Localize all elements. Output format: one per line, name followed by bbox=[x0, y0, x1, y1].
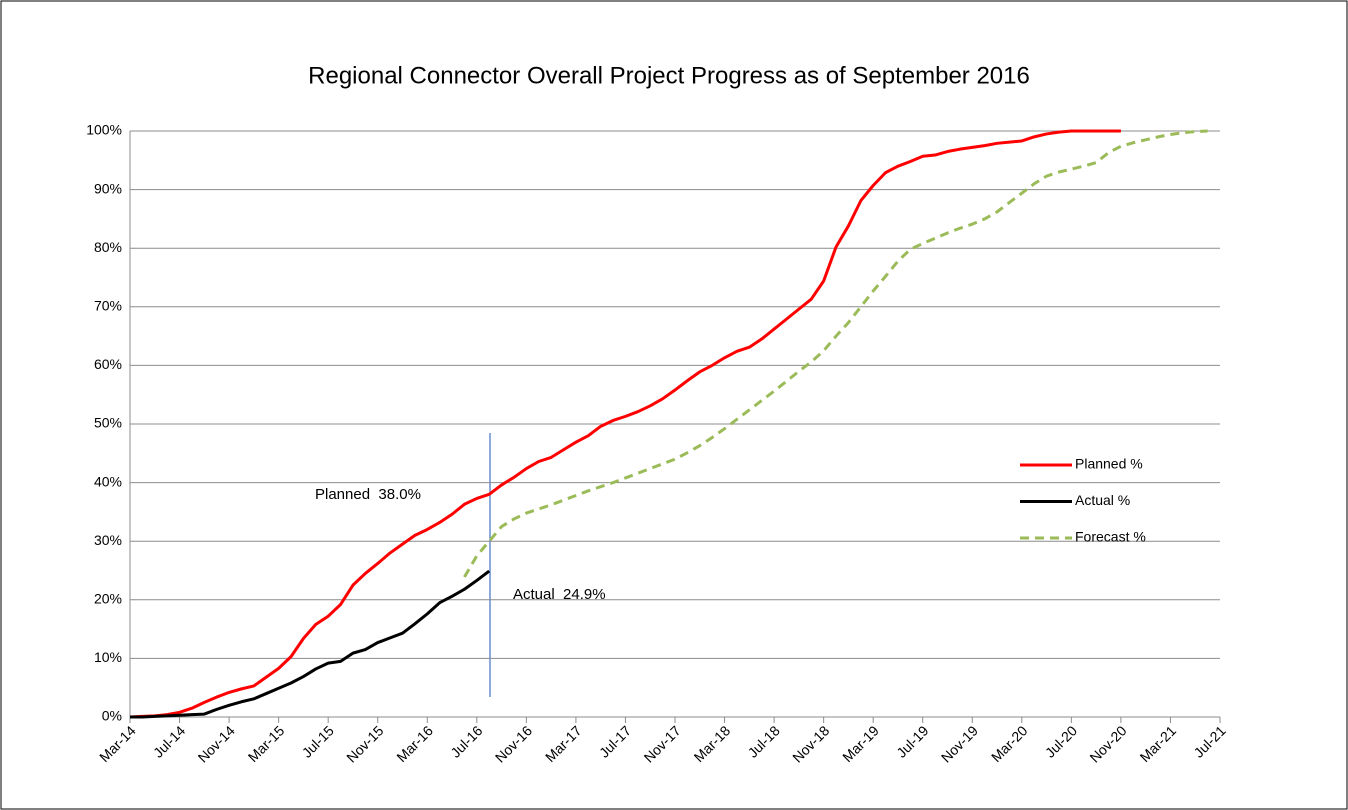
y-tick-label: 40% bbox=[94, 473, 122, 489]
y-tick-label: 30% bbox=[94, 532, 122, 548]
y-tick-label: 60% bbox=[94, 356, 122, 372]
series-line bbox=[129, 129, 1121, 719]
series-line bbox=[463, 129, 1208, 578]
y-tick-label: 80% bbox=[94, 239, 122, 255]
y-tick-label: 100% bbox=[86, 122, 122, 138]
y-tick-label: 50% bbox=[94, 415, 122, 431]
y-tick-label: 90% bbox=[94, 180, 122, 196]
chart-title: Regional Connector Overall Project Progr… bbox=[308, 62, 1030, 89]
y-tick-label: 70% bbox=[94, 298, 122, 314]
annotation: Actual 24.9% bbox=[513, 586, 606, 603]
legend-label: Forecast % bbox=[1075, 529, 1146, 545]
legend-label: Planned % bbox=[1075, 456, 1143, 472]
y-tick-label: 20% bbox=[94, 591, 122, 607]
annotation: Planned 38.0% bbox=[315, 486, 421, 503]
series-line bbox=[130, 569, 491, 719]
legend-label: Actual % bbox=[1075, 492, 1130, 508]
y-tick-label: 0% bbox=[102, 708, 122, 724]
y-tick-label: 10% bbox=[94, 649, 122, 665]
